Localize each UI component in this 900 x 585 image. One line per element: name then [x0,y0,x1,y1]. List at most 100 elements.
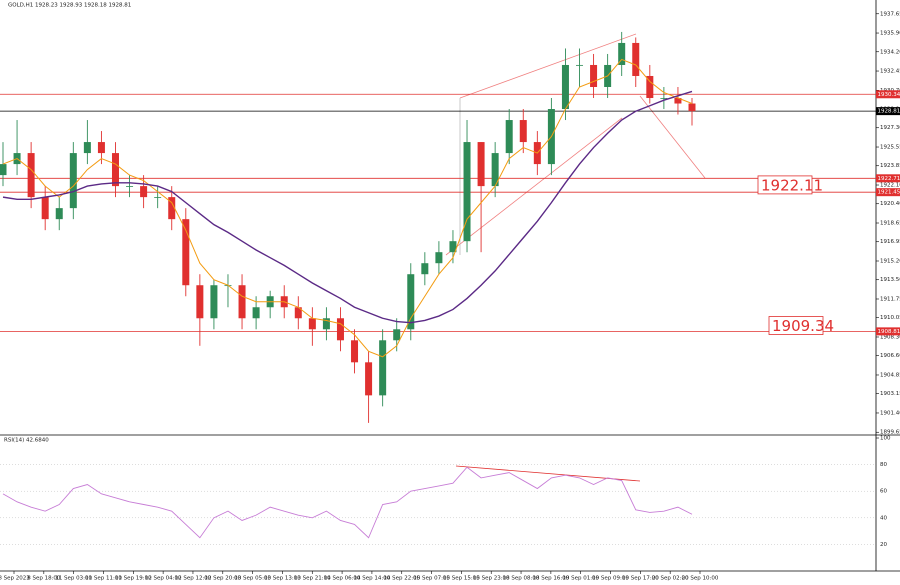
candle-body [435,252,443,264]
candle-body [126,186,134,187]
candle-body [660,98,668,99]
candle-body [618,42,626,65]
candle-body [463,142,471,242]
level-tag [876,188,900,197]
candle-body [238,285,246,319]
candle-body [688,103,696,112]
candle-body [336,318,344,341]
x-tick-label: 8 Sep 18:00 [27,576,61,582]
y-tick-label: 1899.65 [880,430,900,436]
y-tick-label: 1923.85 [880,163,900,169]
candle-body [449,241,457,253]
level-callout-label: 1922.11 [761,176,823,194]
candle-body [41,197,49,220]
y-tick-label: 1918.65 [880,221,900,227]
y-tick-label: 1903.15 [880,391,900,397]
candle-body [69,153,77,209]
x-tick-label: 11 Sep 11:00 [85,576,122,582]
x-tick-label: 18 Sep 08:00 [503,576,540,582]
y-tick-label: 1922.10 [880,183,900,189]
y-tick-label: 1920.40 [880,201,900,207]
candle-body [393,329,401,341]
candle-body [351,340,359,363]
x-tick-label: 15 Sep 07:00 [413,576,450,582]
level-callout [768,316,824,335]
level-tag [876,174,900,183]
trendline [445,117,623,256]
x-tick-label: 20 Sep 10:00 [682,576,719,582]
x-tick-label: 11 Sep 19:00 [115,576,152,582]
x-tick-label: 19 Sep 09:00 [592,576,629,582]
x-tick-label: 20 Sep 02:00 [652,576,689,582]
candle-body [210,285,218,319]
y-tick-label: 1904.85 [880,372,900,378]
rsi-tick-label: 20 [880,542,887,548]
y-tick-label: 1906.60 [880,353,900,359]
x-tick-label: 14 Sep 06:00 [324,576,361,582]
candle-body [252,307,260,319]
x-tick-label: 13 Sep 05:00 [234,576,271,582]
candle-body [140,186,148,198]
x-tick-label: 12 Sep 04:00 [145,576,182,582]
x-tick-label: 13 Sep 21:00 [294,576,331,582]
candle-body [632,42,640,76]
rsi-tick-label: 80 [880,462,887,468]
level-tag [876,107,900,116]
x-tick-label: 15 Sep 15:00 [443,576,480,582]
candle-body [590,64,598,87]
candle-body [505,120,513,154]
x-tick-label: 14 Sep 14:00 [354,576,391,582]
candle-body [491,153,499,187]
x-tick-label: 13 Sep 13:00 [264,576,301,582]
moving-average [2,90,693,324]
candle-body [674,98,682,104]
candle-body [168,197,176,220]
y-tick-label: 1935.90 [880,31,900,37]
level-tag-label: 1922.71 [878,176,900,182]
candle-body [196,285,204,319]
candle-body [55,208,63,220]
rsi-tick-label: 60 [880,489,887,495]
level-tag-label: 1921.45 [878,190,900,196]
rsi-title: RSI(14) 42.6840 [4,438,49,444]
candle-body [322,318,330,330]
moving-average [2,58,693,358]
y-tick-label: 1915.20 [880,259,900,265]
candle-body [154,197,162,198]
level-tag [876,90,900,99]
chart-title: GOLD,H1 1928.23 1928.93 1928.18 1928.81 [8,3,131,9]
x-tick-label: 12 Sep 20:00 [204,576,241,582]
y-tick-label: 1927.30 [880,125,900,131]
level-tag [876,327,900,336]
x-tick-label: 8 Sep 2023 [0,576,30,582]
x-tick-label: 18 Sep 16:00 [533,576,570,582]
candle-body [379,340,387,396]
rsi-tick-label: 40 [880,515,887,521]
x-tick-label: 19 Sep 17:00 [622,576,659,582]
candle-body [111,153,119,187]
trendline [459,33,637,99]
rsi-line [2,466,693,539]
candle-body [365,362,373,396]
x-tick-label: 12 Sep 12:00 [175,576,212,582]
y-tick-label: 1901.40 [880,410,900,416]
y-tick-label: 1934.20 [880,49,900,55]
candle-body [477,142,485,187]
candle-body [0,164,7,176]
candle-body [646,75,654,99]
level-tag-label: 1908.81 [878,329,900,335]
y-tick-label: 1925.55 [880,145,900,151]
candle-body [561,64,569,110]
y-tick-label: 1916.95 [880,239,900,245]
candle-body [83,142,91,154]
rsi-tick-label: 100 [880,436,891,442]
candle-body [407,274,415,330]
level-tag-label: 1930.34 [878,92,900,98]
candle-body [519,120,527,143]
candle-body [97,142,105,154]
y-tick-label: 1911.75 [880,296,900,302]
y-tick-label: 1937.65 [880,11,900,17]
x-tick-label: 19 Sep 01:00 [562,576,599,582]
candle-body [294,307,302,319]
